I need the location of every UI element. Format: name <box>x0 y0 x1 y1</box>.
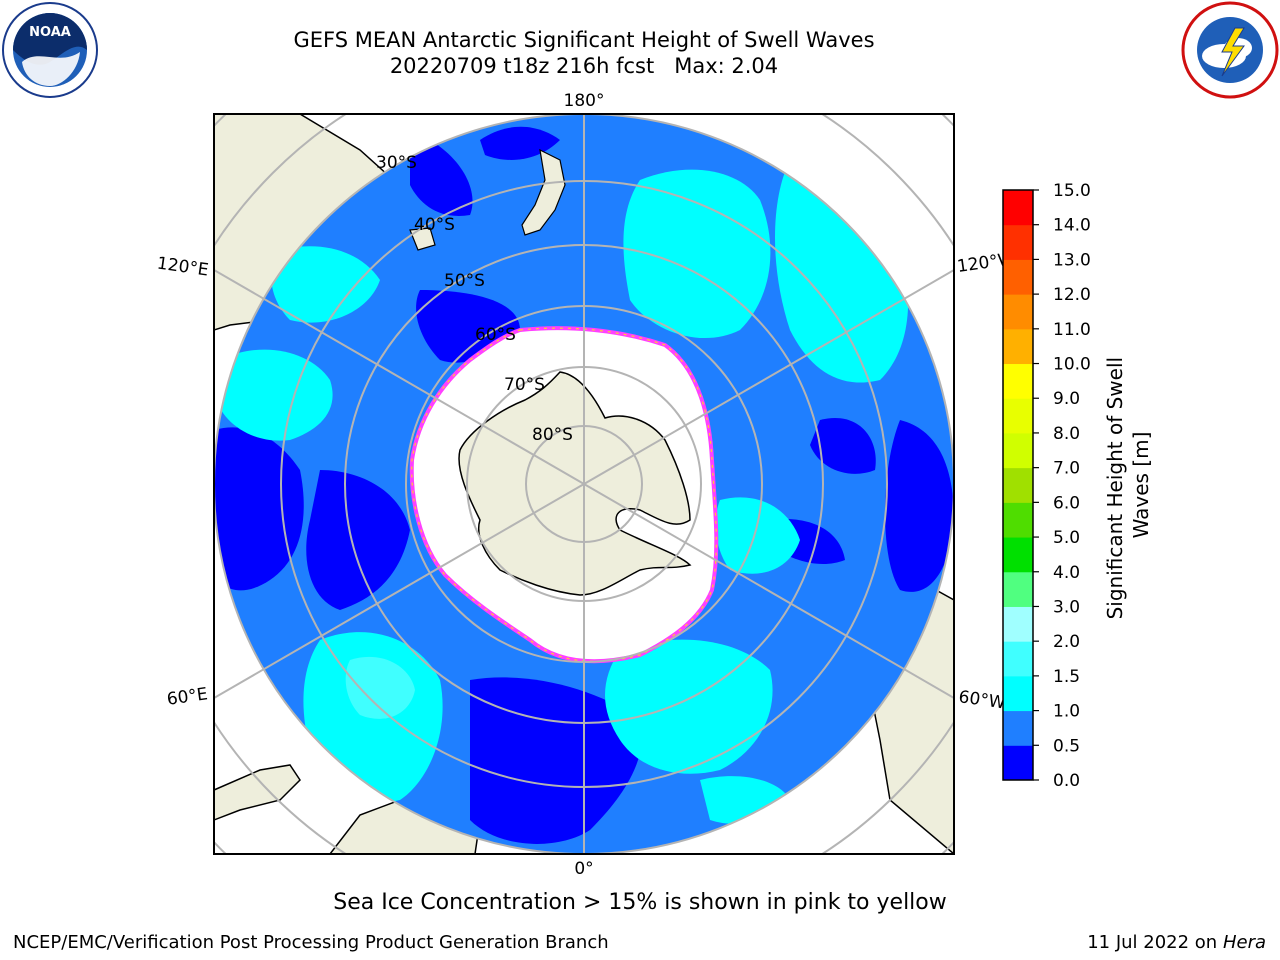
colorbar-tick-label: 7.0 <box>1053 459 1080 479</box>
colorbar-label-line1: Significant Height of Swell <box>1103 357 1127 619</box>
antarctica-landmass <box>458 371 692 596</box>
sea-ice-caption: Sea Ice Concentration > 15% is shown in … <box>333 890 947 915</box>
tasmania-landmass <box>409 227 436 251</box>
colorbar-segment <box>1003 502 1033 538</box>
colorbar-segment <box>1003 537 1033 573</box>
lon-label-60e: 60°E <box>166 684 209 709</box>
colorbar-segment <box>1003 641 1033 677</box>
colorbar-tick-label: 11.0 <box>1053 320 1091 340</box>
colorbar-tick-label: 15.0 <box>1053 181 1091 201</box>
footer-branch: NCEP/EMC/Verification Post Processing Pr… <box>13 932 609 953</box>
colorbar-label: Significant Height of Swell Waves [m] <box>1103 351 1153 620</box>
colorbar-tick-label: 4.0 <box>1053 563 1080 583</box>
colorbar-segment <box>1003 432 1033 469</box>
swell-peak-region <box>345 656 415 719</box>
colorbar-tick-label: 0.0 <box>1053 771 1080 791</box>
colorbar: 0.0 0.5 1.0 1.5 2.0 3.0 4.0 5.0 6.0 7.0 8.0 9.0 10.0… <box>1002 181 1091 791</box>
colorbar-label-line2: Waves [m] <box>1129 432 1153 539</box>
chart-subtitle: 20220709 t18z 216h fcst Max: 2.04 <box>389 54 779 78</box>
lat-label-50s: 50°S <box>444 271 485 291</box>
colorbar-tick-label: 10.0 <box>1053 355 1091 375</box>
sea-ice-edge <box>411 327 717 662</box>
nws-logo <box>1181 1 1279 99</box>
colorbar-tick-label: 2.0 <box>1053 632 1080 652</box>
colorbar-segment <box>1003 224 1033 260</box>
lat-label-70s: 70°S <box>504 375 545 395</box>
colorbar-segment <box>1003 745 1033 781</box>
map-frame <box>213 113 955 855</box>
lon-label-0: 0° <box>574 859 593 879</box>
footer-date: 11 Jul 2022 on <box>1087 932 1223 953</box>
colorbar-tick-label: 1.0 <box>1053 702 1080 722</box>
colorbar-tick-label: 0.5 <box>1053 736 1080 756</box>
colorbar-segment <box>1003 363 1033 399</box>
latitude-labels: 30°S 40°S 50°S 60°S 70°S 80°S <box>376 153 573 445</box>
lon-label-180: 180° <box>564 91 605 111</box>
colorbar-segment <box>1003 675 1033 712</box>
colorbar-tick-label: 8.0 <box>1053 424 1080 444</box>
colorbar-segment <box>1003 710 1033 746</box>
graticule <box>214 114 954 854</box>
lat-label-40s: 40°S <box>414 215 455 235</box>
colorbar-tick-label: 9.0 <box>1053 389 1080 409</box>
colorbar-tick-label: 5.0 <box>1053 528 1080 548</box>
chart-title: GEFS MEAN Antarctic Significant Height o… <box>293 28 875 52</box>
colorbar-tick-label: 14.0 <box>1053 216 1091 236</box>
footer-timestamp: 11 Jul 2022 on Hera <box>1087 932 1266 953</box>
colorbar-segment <box>1003 259 1033 295</box>
swell-low-regions <box>214 126 954 844</box>
noaa-logo: NOAA <box>2 2 98 98</box>
colorbar-segment <box>1003 294 1033 330</box>
footer-system: Hera <box>1222 932 1266 953</box>
colorbar-tick-label: 12.0 <box>1053 285 1091 305</box>
colorbar-tick-label: 6.0 <box>1053 493 1080 513</box>
madagascar-landmass <box>214 764 301 821</box>
colorbar-tick-label: 3.0 <box>1053 597 1080 617</box>
colorbar-tick-label: 13.0 <box>1053 250 1091 270</box>
lat-label-80s: 80°S <box>532 425 573 445</box>
colorbar-segment <box>1003 606 1033 642</box>
colorbar-tick-label: 1.5 <box>1053 667 1080 687</box>
colorbar-frame <box>1002 189 1034 781</box>
colorbar-segment <box>1003 190 1033 226</box>
colorbar-segment <box>1003 571 1033 607</box>
colorbar-segment <box>1003 328 1033 365</box>
lat-label-30s: 30°S <box>376 153 417 173</box>
lon-label-120e: 120°E <box>156 254 210 281</box>
colorbar-segment <box>1003 398 1033 434</box>
new-zealand-landmass <box>521 148 566 236</box>
colorbar-segment <box>1003 467 1033 503</box>
lon-label-60w: 60°W <box>957 687 1006 713</box>
lat-label-60s: 60°S <box>475 325 516 345</box>
noaa-logo-text: NOAA <box>29 25 71 40</box>
